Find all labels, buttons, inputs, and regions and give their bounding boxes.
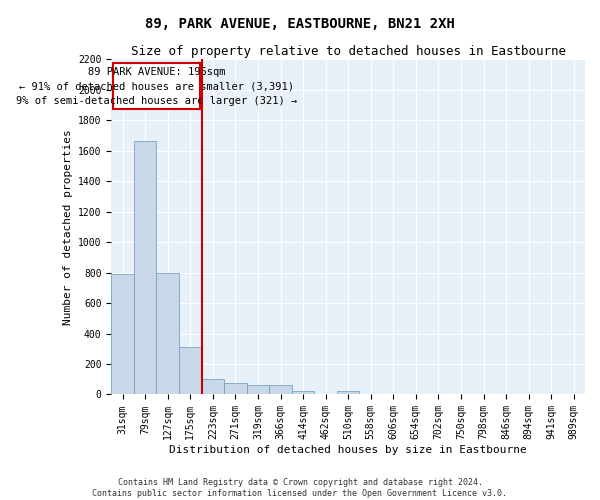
X-axis label: Distribution of detached houses by size in Eastbourne: Distribution of detached houses by size … — [169, 445, 527, 455]
Bar — [224, 383, 247, 394]
Y-axis label: Number of detached properties: Number of detached properties — [62, 129, 73, 324]
Text: ← 91% of detached houses are smaller (3,391): ← 91% of detached houses are smaller (3,… — [19, 82, 294, 92]
Title: Size of property relative to detached houses in Eastbourne: Size of property relative to detached ho… — [131, 45, 566, 58]
Bar — [202, 379, 224, 394]
Bar — [269, 384, 292, 394]
FancyBboxPatch shape — [113, 63, 200, 110]
Bar — [247, 384, 269, 394]
Bar — [337, 392, 359, 394]
Text: 89, PARK AVENUE, EASTBOURNE, BN21 2XH: 89, PARK AVENUE, EASTBOURNE, BN21 2XH — [145, 18, 455, 32]
Text: Contains HM Land Registry data © Crown copyright and database right 2024.
Contai: Contains HM Land Registry data © Crown c… — [92, 478, 508, 498]
Bar — [157, 272, 179, 394]
Bar — [292, 392, 314, 394]
Text: 89 PARK AVENUE: 196sqm: 89 PARK AVENUE: 196sqm — [88, 67, 225, 77]
Bar — [179, 347, 202, 395]
Bar — [134, 142, 157, 394]
Bar — [112, 274, 134, 394]
Text: 9% of semi-detached houses are larger (321) →: 9% of semi-detached houses are larger (3… — [16, 96, 297, 106]
